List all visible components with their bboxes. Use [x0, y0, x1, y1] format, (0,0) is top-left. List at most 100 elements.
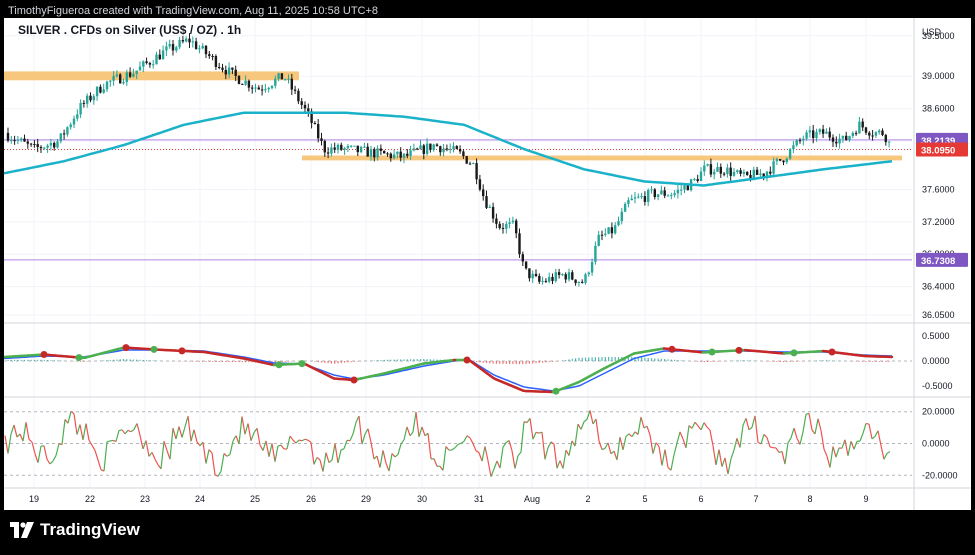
osc-tick-label: 20.0000 [922, 407, 955, 417]
candle-down [208, 54, 211, 57]
candle-up [363, 146, 366, 148]
osc-line-segment [16, 433, 21, 438]
osc-line-segment [118, 429, 123, 432]
x-tick-label: 22 [85, 494, 95, 504]
osc-line-segment [739, 425, 744, 448]
candle-down [204, 45, 208, 55]
osc-line-segment [25, 422, 30, 440]
candle-up [808, 130, 812, 133]
brand-name: TradingView [40, 520, 140, 539]
candle-up [72, 118, 76, 125]
candle-up [198, 48, 201, 50]
candle-up [287, 78, 290, 80]
candle-up [841, 135, 845, 139]
candle-down [495, 218, 498, 224]
osc-line-segment [868, 423, 873, 439]
osc-line-segment [433, 458, 438, 467]
candle-up [802, 138, 805, 141]
osc-line-segment [811, 429, 816, 435]
osc-line-segment [277, 444, 282, 447]
candle-down [746, 171, 749, 175]
candle-up [620, 211, 623, 222]
candle-up [59, 133, 62, 142]
osc-line-segment [775, 447, 780, 453]
candle-up [531, 273, 534, 279]
osc-line-segment [703, 422, 708, 428]
osc-line-segment [760, 434, 765, 445]
x-tick-label: 31 [474, 494, 484, 504]
x-tick-label: 7 [753, 494, 758, 504]
osc-line-segment [7, 434, 12, 454]
osc-line-segment [178, 426, 183, 438]
candle-up [792, 145, 795, 150]
osc-line-segment [553, 444, 558, 469]
osc-line-segment [640, 416, 645, 429]
candle-up [775, 159, 779, 162]
osc-line-segment [382, 450, 387, 464]
candle-up [267, 87, 270, 90]
candle-up [168, 44, 171, 47]
candle-up [330, 147, 333, 154]
candle-up [115, 74, 119, 77]
candle-down [260, 89, 264, 91]
candle-down [23, 138, 26, 142]
osc-line-segment [67, 411, 72, 424]
osc-line-segment [616, 437, 621, 460]
osc-line-segment [598, 440, 603, 450]
osc-line-segment [268, 443, 273, 457]
osc-line-segment [388, 453, 393, 472]
candle-down [257, 87, 260, 90]
candle-up [125, 72, 128, 83]
candle-up [175, 47, 178, 51]
price-label-box [916, 142, 968, 157]
candle-down [429, 143, 432, 150]
candle-down [600, 234, 604, 236]
candle-up [402, 153, 406, 158]
candle-down [686, 185, 689, 191]
osc-line-segment [367, 428, 372, 443]
osc-line-segment [607, 442, 612, 454]
candle-up [887, 141, 891, 143]
macd-cross-dot [150, 345, 158, 353]
candle-up [152, 64, 155, 66]
candle-down [356, 145, 359, 153]
osc-line-segment [49, 460, 54, 465]
candle-down [218, 66, 221, 68]
osc-line-segment [745, 418, 750, 430]
osc-line-segment [109, 439, 114, 442]
candle-up [795, 140, 798, 146]
osc-line-segment [478, 452, 483, 462]
osc-line-segment [589, 410, 594, 425]
osc-line-segment [280, 444, 285, 450]
candle-up [848, 136, 851, 141]
candle-up [736, 170, 739, 172]
candle-up [680, 189, 683, 191]
candle-down [234, 69, 237, 76]
osc-line-segment [493, 460, 498, 470]
osc-line-segment [787, 437, 792, 444]
candle-down [458, 148, 462, 152]
osc-line-segment [151, 452, 156, 460]
candle-up [508, 222, 511, 224]
osc-line-segment [349, 433, 354, 441]
osc-line-segment [523, 421, 528, 424]
candle-up [16, 139, 20, 141]
candle-down [663, 190, 666, 196]
chart-canvas[interactable]: 19 22 23 24 25 26 29 30 31 Aug 2 5 6 7 8 939.500039.000… [2, 18, 971, 510]
osc-line-segment [658, 446, 663, 466]
osc-line-segment [481, 446, 486, 462]
chart-attribution: TimothyFigueroa created with TradingView… [8, 5, 379, 17]
osc-line-segment [247, 423, 252, 441]
candle-up [142, 61, 145, 67]
candle-up [92, 96, 95, 101]
candle-up [277, 73, 280, 79]
osc-line-segment [61, 419, 66, 445]
osc-line-segment [331, 443, 336, 461]
osc-line-segment [697, 425, 702, 431]
x-tick-label: 24 [195, 494, 205, 504]
candle-up [650, 189, 653, 191]
candle-up [693, 179, 696, 181]
candle-down [383, 150, 386, 154]
osc-line-segment [691, 421, 696, 429]
osc-line-segment [676, 431, 681, 444]
